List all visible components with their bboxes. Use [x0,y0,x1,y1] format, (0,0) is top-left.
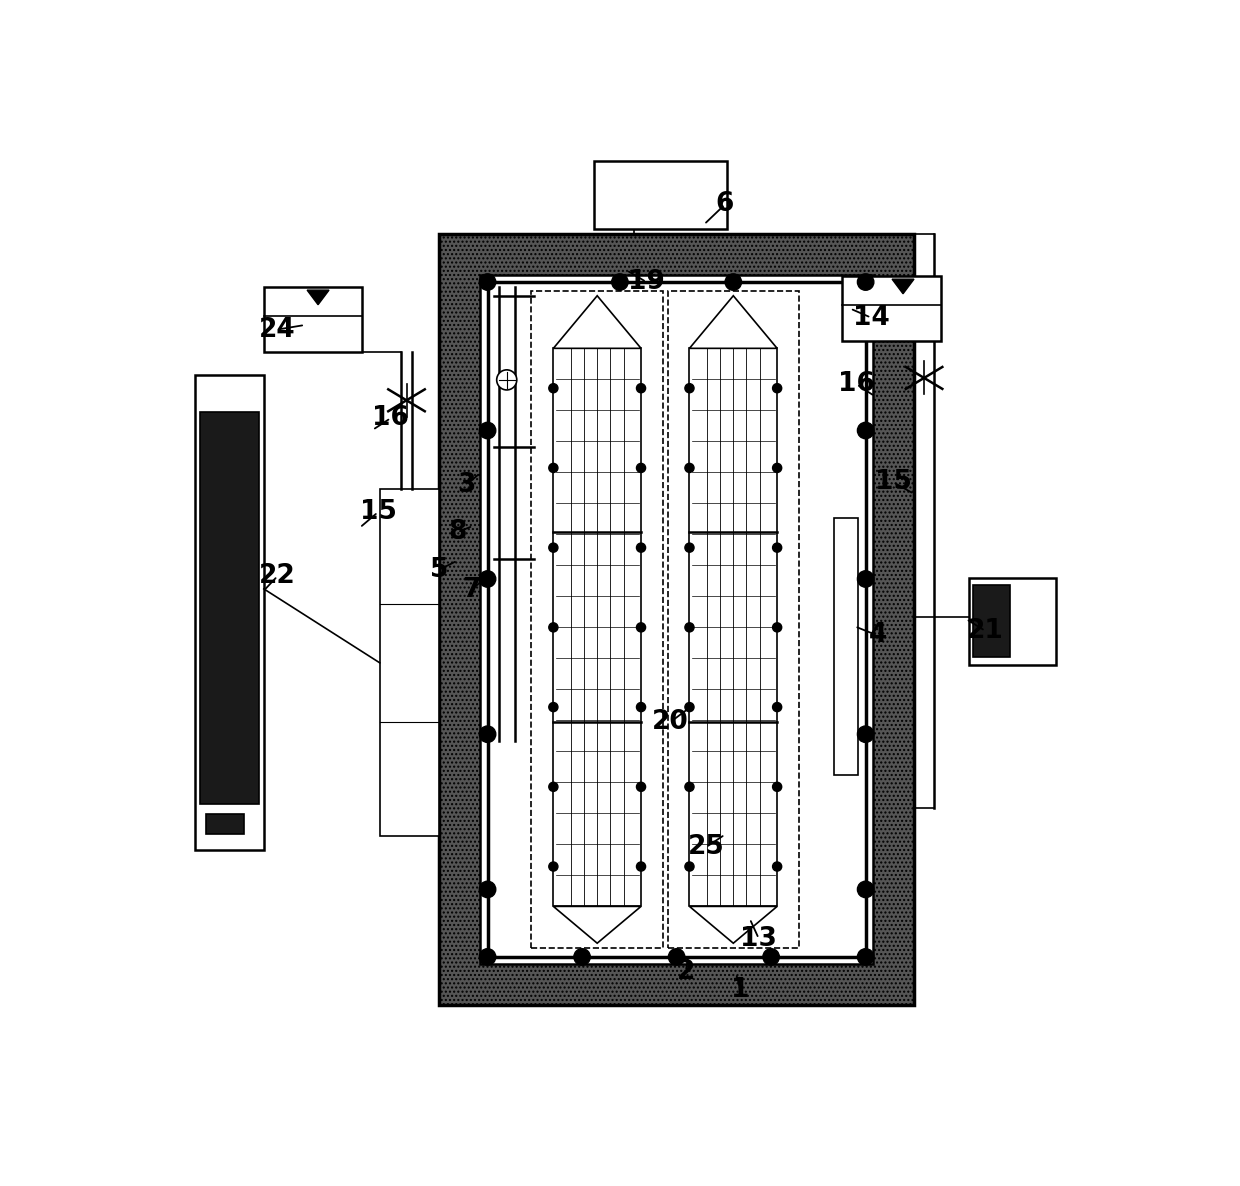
Polygon shape [553,295,641,349]
Circle shape [636,783,646,791]
Circle shape [480,881,496,898]
Circle shape [773,543,781,553]
Bar [264,287,362,352]
Circle shape [480,422,496,439]
Circle shape [636,464,646,472]
Circle shape [684,862,694,871]
Bar [487,282,866,957]
Bar [842,275,940,342]
Circle shape [857,726,874,742]
Circle shape [480,726,496,742]
Text: 4: 4 [868,623,887,649]
Text: 8: 8 [448,519,466,546]
Circle shape [684,623,694,632]
Circle shape [773,702,781,712]
Bar [594,160,727,229]
Polygon shape [553,906,641,943]
Polygon shape [892,279,914,294]
Circle shape [480,949,496,965]
Bar [553,349,641,906]
Bar [206,814,244,834]
Circle shape [668,949,684,965]
Text: 2: 2 [677,958,694,984]
Bar [200,412,259,804]
Bar [973,585,1009,657]
Circle shape [857,570,874,587]
Bar [968,578,1055,664]
Text: 21: 21 [967,618,1003,644]
Bar [667,292,799,948]
Circle shape [773,623,781,632]
Bar [379,490,439,836]
Circle shape [549,464,558,472]
Text: 16: 16 [372,406,409,432]
Circle shape [549,543,558,553]
Circle shape [480,570,496,587]
Circle shape [574,949,590,965]
Circle shape [857,422,874,439]
Circle shape [763,949,779,965]
Circle shape [684,464,694,472]
Circle shape [773,464,781,472]
Circle shape [549,702,558,712]
Circle shape [684,383,694,393]
Text: 19: 19 [627,269,665,295]
Bar [439,234,914,1006]
Text: 5: 5 [430,556,449,582]
Circle shape [636,383,646,393]
Text: 14: 14 [853,305,889,331]
Circle shape [857,949,874,965]
Polygon shape [689,295,777,349]
Polygon shape [308,291,329,305]
Text: 1: 1 [732,977,750,1003]
Text: 13: 13 [740,925,777,951]
Bar [532,292,663,948]
Text: 7: 7 [463,576,480,602]
Circle shape [480,274,496,291]
Polygon shape [689,906,777,943]
Text: 3: 3 [458,472,476,498]
Circle shape [684,702,694,712]
Circle shape [611,274,629,291]
Circle shape [684,543,694,553]
Text: 15: 15 [360,499,397,525]
Text: 16: 16 [838,371,875,397]
Bar [833,518,858,774]
Bar [480,275,873,964]
Circle shape [725,274,742,291]
Circle shape [857,881,874,898]
Circle shape [636,623,646,632]
Circle shape [636,543,646,553]
Circle shape [684,783,694,791]
Circle shape [636,862,646,871]
Circle shape [857,274,874,291]
Circle shape [497,370,517,390]
Circle shape [773,783,781,791]
Circle shape [549,623,558,632]
Circle shape [773,862,781,871]
Bar [196,375,264,850]
Circle shape [549,383,558,393]
Text: 6: 6 [715,191,734,217]
Circle shape [549,862,558,871]
Circle shape [773,383,781,393]
Circle shape [636,702,646,712]
Text: 25: 25 [687,834,724,860]
Text: 24: 24 [259,317,296,343]
Text: 20: 20 [652,709,688,735]
Circle shape [549,783,558,791]
Text: 15: 15 [874,468,911,495]
Bar [689,349,777,906]
Text: 22: 22 [259,563,296,589]
